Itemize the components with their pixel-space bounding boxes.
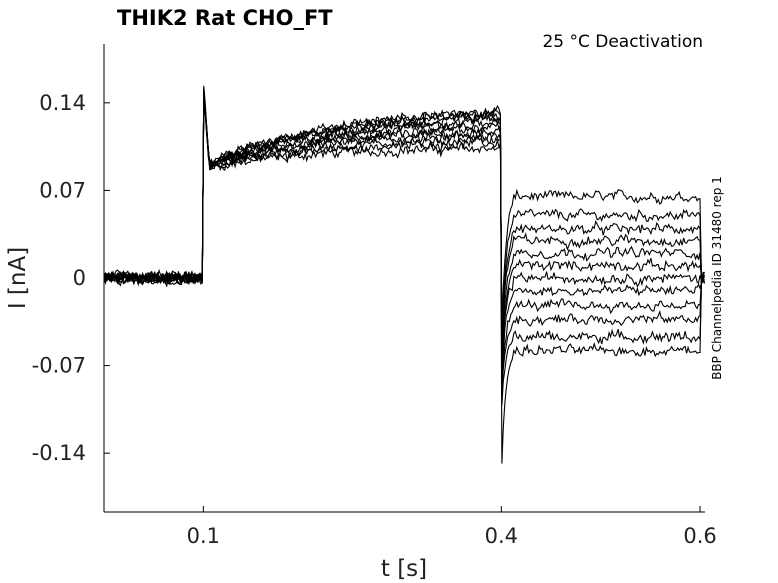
y-tick-label: 0.07 xyxy=(39,178,86,202)
x-axis-label: t [s] xyxy=(381,556,427,582)
current-trace xyxy=(104,89,705,464)
y-tick-label: 0.14 xyxy=(39,91,86,115)
x-tick-label: 0.4 xyxy=(485,524,518,548)
x-tick-label: 0.1 xyxy=(187,524,220,548)
channelpedia-id-label: BBP Channelpedia ID 31480 rep 1 xyxy=(710,176,724,380)
y-ticks: 0.14 0.07 0 -0.07 -0.14 xyxy=(32,91,110,465)
chart-title: THIK2 Rat CHO_FT xyxy=(117,6,333,30)
current-trace xyxy=(103,90,705,355)
y-tick-label: -0.14 xyxy=(32,441,86,465)
x-ticks: 0.1 0.4 0.6 xyxy=(187,506,717,548)
x-tick-label: 0.6 xyxy=(683,524,716,548)
y-tick-label: -0.07 xyxy=(32,354,86,378)
traces xyxy=(103,85,706,464)
condition-label: 25 °C Deactivation xyxy=(542,32,703,52)
y-tick-label: 0 xyxy=(73,266,86,290)
y-axis-label: I [nA] xyxy=(5,247,31,309)
current-trace xyxy=(103,94,705,406)
